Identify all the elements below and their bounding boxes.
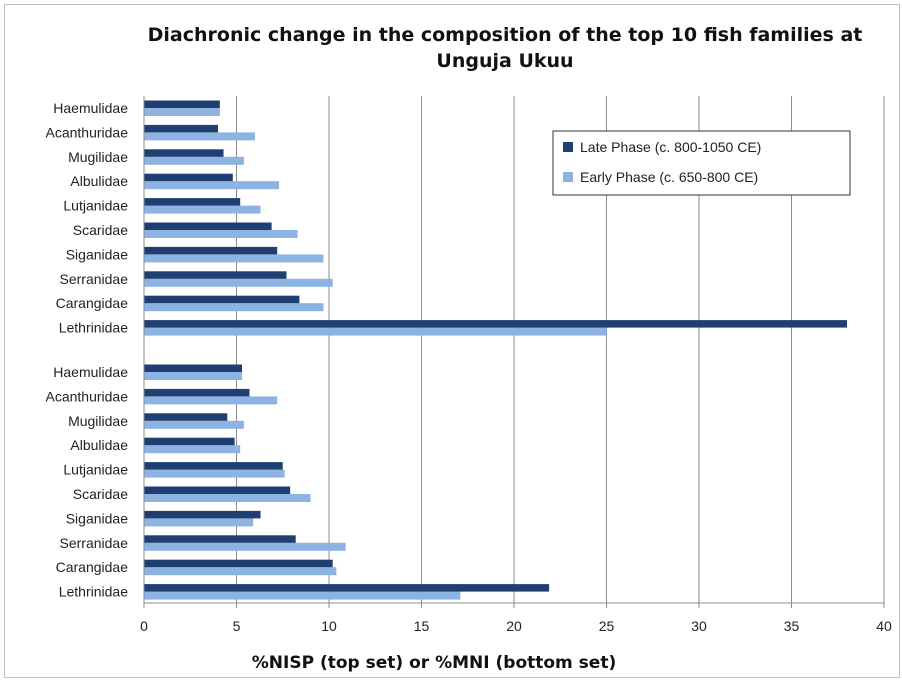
x-tick-label-25: 25: [599, 618, 615, 634]
bar-late-top-serranidae: [144, 271, 287, 279]
bar-late-top-albulidae: [144, 173, 233, 182]
category-label-bottom-lethrinidae: Lethrinidae: [59, 584, 128, 600]
category-label-top-siganidae: Siganidae: [66, 246, 128, 262]
chart-title-line-1: Diachronic change in the composition of …: [147, 24, 863, 46]
chart-title: Diachronic change in the composition of …: [0, 22, 902, 74]
bar-early-bottom-mugilidae: [144, 420, 244, 429]
x-tick-label-5: 5: [233, 618, 241, 634]
x-tick-label-30: 30: [691, 618, 707, 634]
bar-late-top-lutjanidae: [144, 198, 241, 206]
category-label-bottom-siganidae: Siganidae: [66, 510, 128, 526]
x-tick-label-35: 35: [784, 618, 800, 634]
x-tick-label-10: 10: [321, 618, 337, 634]
bar-early-bottom-lethrinidae: [144, 591, 461, 600]
legend-label-late: Late Phase (c. 800-1050 CE): [580, 139, 761, 155]
bar-late-top-haemulidae: [144, 100, 220, 108]
bar-early-top-lutjanidae: [144, 205, 261, 214]
bar-early-bottom-lutjanidae: [144, 469, 285, 478]
bar-late-bottom-albulidae: [144, 437, 235, 446]
bar-early-bottom-albulidae: [144, 445, 241, 454]
legend-box: [552, 130, 851, 196]
category-label-top-mugilidae: Mugilidae: [68, 149, 128, 165]
bar-late-top-carangidae: [144, 295, 300, 304]
bar-early-bottom-haemulidae: [144, 372, 243, 380]
bar-late-top-acanthuridae: [144, 124, 218, 133]
category-label-bottom-lutjanidae: Lutjanidae: [63, 462, 128, 478]
bar-late-bottom-mugilidae: [144, 413, 228, 421]
bar-early-bottom-acanthuridae: [144, 396, 278, 405]
bar-late-bottom-serranidae: [144, 535, 296, 543]
legend-swatch-late: [563, 142, 573, 152]
category-label-bottom-carangidae: Carangidae: [56, 559, 129, 575]
bar-late-bottom-lutjanidae: [144, 462, 283, 470]
x-tick-label-20: 20: [506, 618, 522, 634]
bar-late-bottom-lethrinidae: [144, 584, 550, 592]
category-label-bottom-scaridae: Scaridae: [73, 486, 128, 502]
bar-early-top-mugilidae: [144, 156, 244, 165]
bar-late-top-siganidae: [144, 246, 278, 255]
x-tick-label-15: 15: [414, 618, 430, 634]
x-tick-label-0: 0: [140, 618, 148, 634]
legend-label-early: Early Phase (c. 650-800 CE): [580, 169, 758, 185]
category-label-top-scaridae: Scaridae: [73, 222, 128, 238]
category-label-bottom-acanthuridae: Acanthuridae: [45, 388, 128, 404]
category-label-top-lethrinidae: Lethrinidae: [59, 320, 128, 336]
chart-title-line-2: Unguja Ukuu: [436, 50, 574, 72]
bar-late-bottom-scaridae: [144, 486, 291, 494]
bar-early-top-albulidae: [144, 181, 280, 190]
bar-early-top-scaridae: [144, 230, 298, 238]
bar-late-bottom-siganidae: [144, 510, 261, 519]
category-label-top-haemulidae: Haemulidae: [53, 100, 128, 116]
category-label-bottom-albulidae: Albulidae: [70, 437, 128, 453]
category-label-bottom-serranidae: Serranidae: [60, 535, 129, 551]
bar-early-bottom-serranidae: [144, 542, 346, 551]
bar-early-bottom-siganidae: [144, 518, 254, 527]
category-label-bottom-mugilidae: Mugilidae: [68, 413, 128, 429]
bar-early-top-carangidae: [144, 303, 324, 312]
category-label-top-serranidae: Serranidae: [60, 271, 129, 287]
bar-early-top-acanthuridae: [144, 132, 255, 141]
bar-early-bottom-scaridae: [144, 494, 311, 502]
category-label-top-albulidae: Albulidae: [70, 173, 128, 189]
bar-early-top-haemulidae: [144, 108, 220, 116]
bar-early-top-serranidae: [144, 278, 333, 287]
category-label-top-lutjanidae: Lutjanidae: [63, 198, 128, 214]
bar-late-top-lethrinidae: [144, 320, 847, 328]
bar-early-top-siganidae: [144, 254, 324, 263]
bar-late-top-scaridae: [144, 222, 272, 230]
category-label-top-acanthuridae: Acanthuridae: [45, 124, 128, 140]
bar-late-bottom-carangidae: [144, 559, 333, 568]
bar-late-top-mugilidae: [144, 149, 224, 157]
x-axis-label: %NISP (top set) or %MNI (bottom set): [252, 653, 616, 673]
category-label-bottom-haemulidae: Haemulidae: [53, 364, 128, 380]
bar-late-bottom-haemulidae: [144, 364, 243, 372]
bar-late-bottom-acanthuridae: [144, 388, 250, 397]
category-label-top-carangidae: Carangidae: [56, 295, 129, 311]
x-tick-label-40: 40: [876, 618, 892, 634]
legend-swatch-early: [563, 172, 573, 182]
bar-early-bottom-carangidae: [144, 567, 337, 576]
bar-early-top-lethrinidae: [144, 327, 607, 336]
